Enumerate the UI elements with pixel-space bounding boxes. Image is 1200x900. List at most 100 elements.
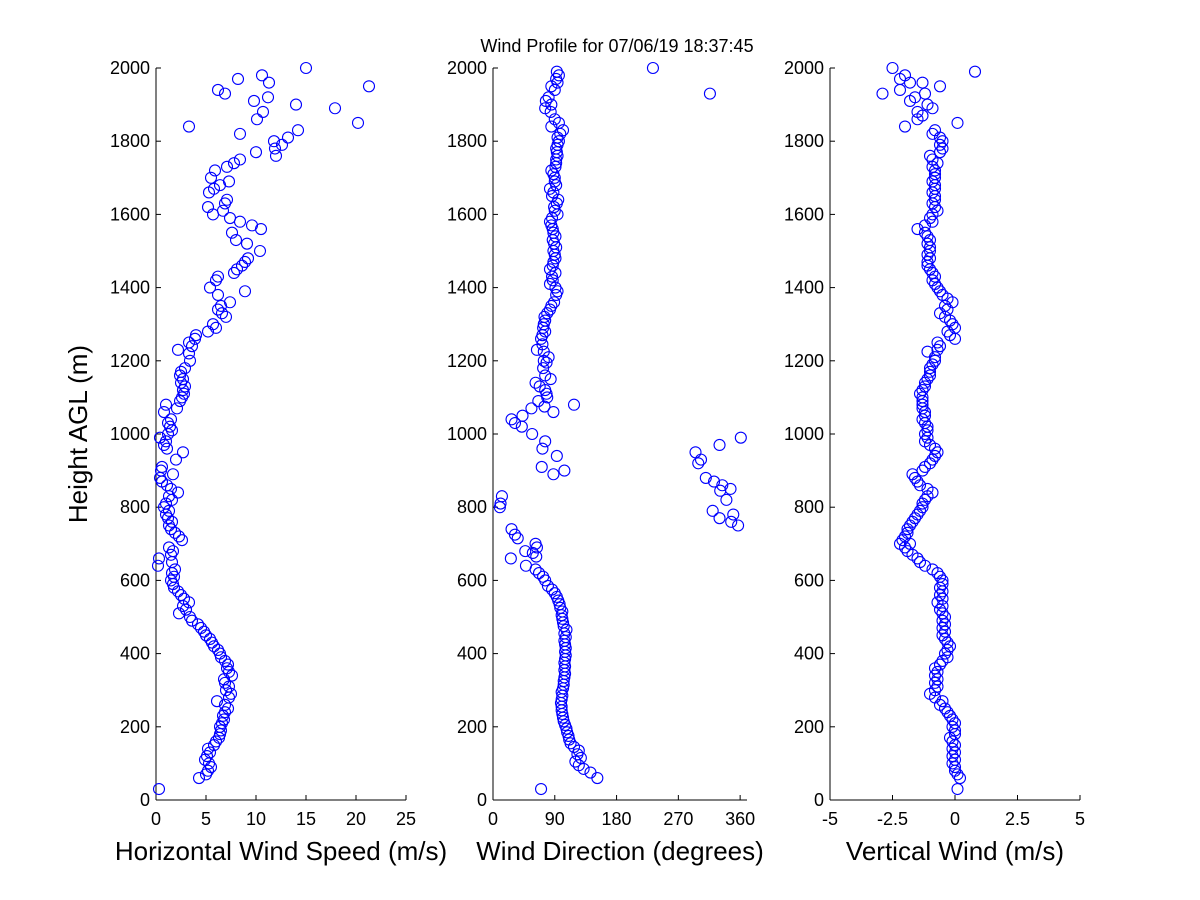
x-tick-label: 5 <box>1075 809 1085 829</box>
x-tick-label: 0 <box>488 809 498 829</box>
data-point <box>166 545 180 558</box>
data-point <box>946 713 959 726</box>
data-point <box>505 523 518 536</box>
data-point <box>262 76 276 89</box>
data-point <box>928 124 942 137</box>
data-point <box>328 102 342 115</box>
data-point <box>201 764 215 777</box>
data-point <box>238 285 252 298</box>
data-point <box>545 299 558 312</box>
data-point <box>210 695 224 708</box>
data-point <box>898 530 912 543</box>
data-point <box>299 61 313 75</box>
data-point <box>515 420 528 433</box>
data-point <box>529 537 542 550</box>
x-tick-label: 10 <box>246 809 266 829</box>
y-tick-label: 1000 <box>110 424 150 444</box>
data-point <box>159 398 173 411</box>
data-point <box>221 702 235 715</box>
data-point <box>170 402 184 415</box>
data-point <box>591 771 604 785</box>
x-tick-label: 0 <box>950 809 960 829</box>
data-point <box>218 706 232 719</box>
data-point <box>152 552 166 565</box>
data-point <box>926 127 939 140</box>
y-tick-label: 1600 <box>110 204 150 224</box>
y-tick-label: 2000 <box>447 58 487 78</box>
y-tick-label: 1000 <box>447 424 487 444</box>
data-point <box>211 270 225 283</box>
data-point <box>921 345 934 358</box>
data-point <box>936 607 949 620</box>
data-point <box>574 751 587 764</box>
data-point <box>511 532 524 545</box>
data-point <box>208 164 222 177</box>
data-point <box>545 583 559 596</box>
data-point <box>207 182 221 195</box>
data-point <box>918 87 932 100</box>
data-point <box>539 94 552 107</box>
data-point <box>166 468 180 481</box>
data-point <box>211 83 225 97</box>
data-point <box>238 255 252 269</box>
data-point <box>172 607 186 620</box>
y-tick-label: 1800 <box>784 131 824 151</box>
data-point <box>494 497 507 510</box>
data-point <box>261 91 275 104</box>
data-point <box>921 230 934 243</box>
data-point <box>530 550 543 563</box>
data-point <box>151 559 165 572</box>
data-point <box>552 116 565 129</box>
data-point <box>192 771 206 785</box>
figure-title: Wind Profile for 07/06/19 18:37:45 <box>480 36 753 56</box>
data-point <box>921 482 934 495</box>
data-point <box>275 138 289 151</box>
data-point <box>556 124 570 137</box>
data-point <box>168 526 182 539</box>
data-point <box>550 65 563 78</box>
data-point <box>227 266 241 280</box>
data-point <box>916 413 929 426</box>
data-point <box>539 369 552 382</box>
data-point <box>218 87 232 100</box>
y-tick-label: 1800 <box>447 131 487 151</box>
y-tick-label: 1400 <box>110 278 150 298</box>
data-point <box>933 340 947 353</box>
data-point <box>197 625 211 638</box>
data-point <box>938 610 952 624</box>
y-tick-label: 200 <box>120 717 150 737</box>
data-point <box>926 358 939 371</box>
data-point <box>928 270 942 283</box>
data-point <box>206 318 220 331</box>
data-point <box>916 501 929 514</box>
data-point <box>916 464 929 477</box>
data-point <box>923 365 937 378</box>
data-point <box>201 201 215 214</box>
data-point <box>174 588 188 602</box>
data-point <box>204 171 218 184</box>
y-tick-label: 0 <box>477 790 487 810</box>
data-point <box>734 431 747 444</box>
data-point <box>229 233 243 247</box>
data-point <box>169 453 183 466</box>
x-tick-label: 90 <box>545 809 565 829</box>
data-point <box>918 226 932 239</box>
data-point <box>183 354 197 367</box>
data-point <box>495 490 508 503</box>
data-point <box>222 175 236 188</box>
data-point <box>548 587 561 600</box>
y-tick-label: 1200 <box>784 351 824 371</box>
data-point <box>548 296 561 309</box>
data-point <box>516 409 529 422</box>
data-point <box>936 135 949 148</box>
data-point <box>931 665 944 678</box>
x-tick-label: 15 <box>296 809 316 829</box>
data-point <box>211 288 225 301</box>
data-point <box>172 530 186 543</box>
data-point <box>547 405 560 419</box>
data-point <box>943 709 957 722</box>
data-point <box>926 215 939 228</box>
data-point <box>233 153 247 166</box>
data-point <box>567 398 581 411</box>
